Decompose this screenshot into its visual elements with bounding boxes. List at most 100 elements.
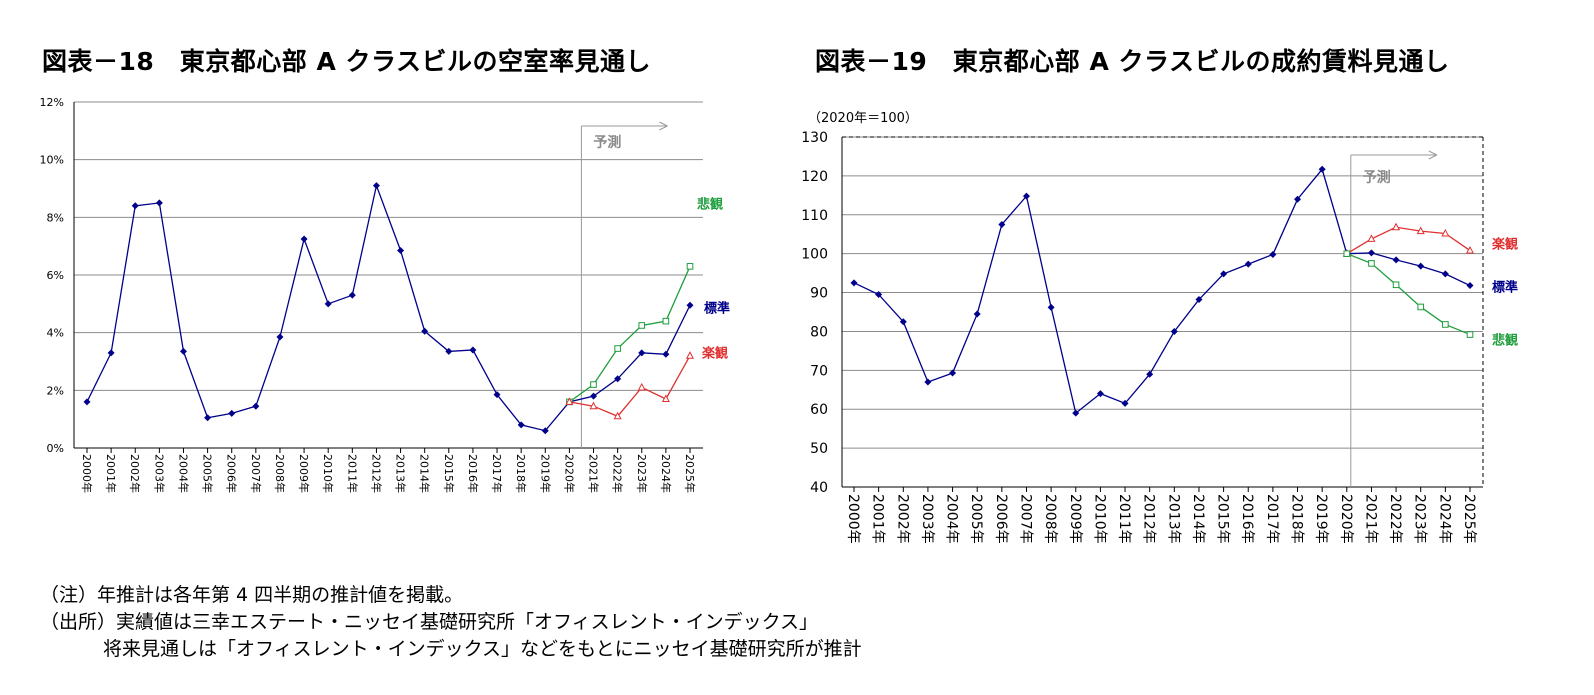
- c18-y-tick-label: 6%: [47, 269, 64, 282]
- c18-point-標準: [324, 300, 332, 308]
- c19-series-label-悲観: 悲観: [1492, 333, 1518, 349]
- c19-point-標準: [875, 291, 883, 298]
- c19-x-tick-label: 2022年: [1387, 494, 1403, 544]
- c18-point-悲観: [614, 345, 621, 352]
- c18-y-tick-label: 12%: [40, 96, 64, 109]
- c19-x-tick-label: 2012年: [1141, 494, 1157, 544]
- c19-point-標準: [1441, 270, 1449, 278]
- c19-x-tick-label: 2024年: [1436, 494, 1452, 544]
- c18-point-楽観: [685, 351, 695, 359]
- c18-x-tick-label: 2016年: [466, 454, 480, 493]
- c18-x-tick-label: 2022年: [611, 454, 625, 493]
- c19-point-標準: [1022, 192, 1030, 200]
- c18-x-tick-label: 2010年: [321, 454, 335, 493]
- c18-x-tick-label: 2014年: [418, 454, 432, 493]
- c19-point-標準: [1170, 327, 1178, 335]
- c18-point-悲観: [590, 381, 597, 388]
- c19-point-悲観: [1343, 250, 1351, 257]
- c19-series-line-標準: [853, 167, 1471, 415]
- c19-point-悲観: [1466, 331, 1474, 338]
- c19-x-tick-label: 2002年: [894, 494, 910, 544]
- c19-x-tick-label: 2009年: [1067, 494, 1083, 544]
- c18-point-標準: [155, 199, 163, 207]
- c19-point-悲観: [1417, 303, 1425, 311]
- c18-point-標準: [493, 391, 501, 399]
- c18-y-tick-label: 0%: [47, 442, 64, 455]
- c19-x-tick-label: 2016年: [1239, 494, 1255, 544]
- c19-point-標準: [850, 279, 858, 287]
- c19-y-tick-label: 50: [810, 441, 828, 457]
- c18-forecast-label: 予測: [593, 134, 621, 151]
- c19-point-標準: [1269, 250, 1277, 258]
- c19-point-楽観: [1367, 234, 1376, 242]
- c19-point-標準: [973, 310, 981, 318]
- c18-x-tick-label: 2019年: [538, 454, 552, 493]
- c19-point-悲観: [1368, 260, 1375, 267]
- c18-x-tick-label: 2008年: [273, 454, 287, 493]
- c19-y-tick-label: 90: [810, 286, 828, 302]
- c18-point-標準: [421, 327, 429, 335]
- c18-x-tick-label: 2024年: [659, 454, 673, 493]
- c18-point-標準: [469, 346, 477, 354]
- c18-y-tick-label: 8%: [47, 211, 64, 224]
- c18-y-tick-label: 10%: [40, 154, 64, 167]
- c18-point-標準: [300, 235, 308, 243]
- c19-point-標準: [924, 378, 932, 386]
- c19-y-tick-label: 110: [801, 208, 828, 224]
- c19-x-tick-label: 2000年: [845, 494, 861, 544]
- c18-series-label-標準: 標準: [704, 300, 730, 316]
- chart-18-title: 図表－18 東京都心部 A クラスビルの空室率見通し: [42, 47, 652, 76]
- c18-point-標準: [276, 333, 284, 341]
- c18-point-標準: [179, 347, 187, 355]
- c18-point-標準: [445, 347, 453, 355]
- c19-point-標準: [1244, 260, 1252, 268]
- c19-x-tick-label: 2011年: [1116, 494, 1132, 544]
- c19-x-tick-label: 2008年: [1042, 494, 1058, 544]
- note-line-1: （注）年推計は各年第 4 四半期の推計値を掲載。: [40, 584, 464, 606]
- c19-y-tick-label: 80: [810, 324, 828, 340]
- c18-point-標準: [541, 427, 549, 435]
- c19-y-tick-label: 130: [801, 130, 828, 146]
- c18-x-tick-label: 2017年: [490, 454, 504, 493]
- c19-x-tick-label: 2023年: [1412, 494, 1428, 544]
- c19-x-tick-label: 2021年: [1362, 494, 1378, 544]
- source-line-2: 将来見通しは「オフィスレント・インデックス」などをもとにニッセイ基礎研究所が推計: [103, 638, 862, 660]
- c19-series-line-悲観: [1346, 253, 1471, 336]
- c18-point-標準: [662, 350, 670, 358]
- c18-x-tick-label: 2006年: [225, 454, 239, 493]
- c18-point-悲観: [638, 322, 646, 329]
- c19-point-標準: [1318, 165, 1326, 173]
- c19-x-tick-label: 2004年: [944, 494, 960, 544]
- c18-point-標準: [638, 349, 646, 357]
- c18-x-tick-label: 2000年: [80, 454, 94, 493]
- c18-point-標準: [131, 202, 139, 210]
- source-line-1: （出所）実績値は三幸エステート・ニッセイ基礎研究所「オフィスレント・インデックス…: [40, 611, 819, 633]
- c19-forecast-label: 予測: [1363, 169, 1391, 186]
- c19-point-楽観: [1392, 222, 1401, 231]
- c19-x-tick-label: 2020年: [1338, 494, 1354, 544]
- c18-x-tick-label: 2023年: [635, 454, 649, 493]
- c19-x-tick-label: 2001年: [870, 494, 886, 544]
- c19-x-tick-label: 2003年: [919, 494, 935, 544]
- c18-x-tick-label: 2007年: [249, 454, 263, 493]
- c18-series-line-悲観: [569, 266, 691, 403]
- c19-x-tick-label: 2010年: [1091, 494, 1107, 544]
- c19-point-楽観: [1441, 228, 1450, 237]
- c19-y-tick-label: 40: [810, 480, 828, 496]
- c19-series-line-楽観: [1346, 226, 1471, 255]
- c18-x-tick-label: 2015年: [442, 454, 456, 493]
- c19-point-標準: [1121, 399, 1129, 407]
- c19-unit-note: （2020年＝100）: [808, 111, 918, 126]
- c19-x-tick-label: 2006年: [993, 494, 1009, 544]
- c18-point-標準: [614, 375, 622, 383]
- c18-point-悲観: [686, 263, 694, 270]
- c19-y-tick-label: 100: [801, 247, 828, 263]
- c18-point-楽観: [565, 397, 574, 405]
- c19-x-tick-label: 2013年: [1165, 494, 1181, 544]
- c18-x-tick-label: 2011年: [345, 454, 359, 493]
- c18-point-標準: [590, 392, 598, 400]
- c18-x-tick-label: 2018年: [514, 454, 528, 493]
- c18-point-標準: [348, 291, 356, 299]
